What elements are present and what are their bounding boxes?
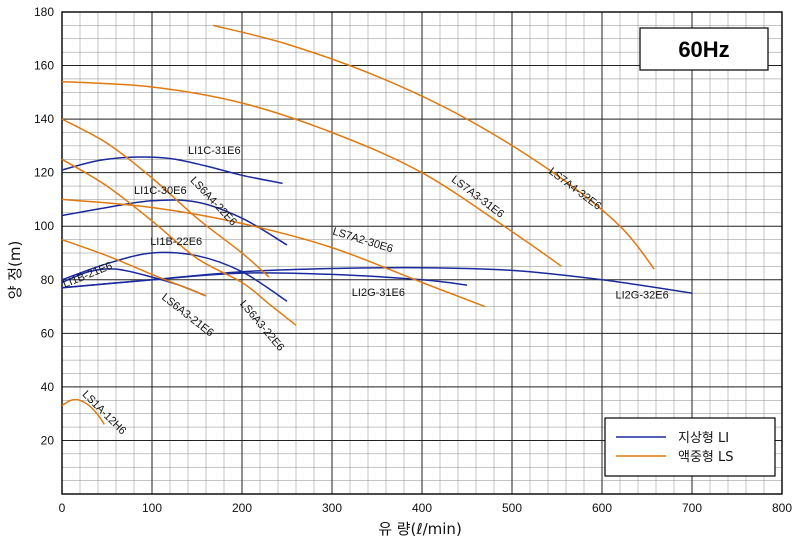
y-tick-label: 140 [34, 112, 54, 126]
x-tick-label: 400 [412, 501, 432, 515]
x-tick-label: 100 [142, 501, 162, 515]
curves [61, 24, 693, 425]
curve-ls6a3-21e6 [61, 238, 207, 297]
y-axis-title: 양 정(m) [6, 241, 24, 300]
plot-frame [61, 11, 783, 495]
curve-ls1a-12h6 [61, 398, 105, 425]
x-axis-ticks: 0 100 200 300 400 500 600 700 800 [59, 501, 793, 515]
curve-ls7a2-30e6 [61, 198, 486, 308]
x-tick-label: 500 [502, 501, 522, 515]
y-tick-label: 20 [41, 433, 55, 447]
curve-ls6a4-22e6 [61, 118, 270, 278]
curve-label-li1b-22e6: LI1B-22E6 [150, 236, 202, 248]
curve-ls7a4-32e6 [213, 24, 655, 270]
x-tick-label: 0 [59, 501, 66, 515]
x-tick-label: 600 [592, 501, 612, 515]
x-tick-label: 300 [322, 501, 342, 515]
curve-label-li2g-32e6: LI2G-32E6 [616, 290, 669, 302]
legend-label-ls: 액중형 LS [678, 450, 734, 465]
legend-label-li: 지상형 LI [678, 431, 729, 446]
x-tick-label: 800 [772, 501, 792, 515]
curve-label-li2g-31e6: LI2G-31E6 [352, 287, 405, 299]
y-tick-label: 80 [41, 273, 55, 287]
legend: 지상형 LI 액중형 LS [604, 417, 776, 477]
curve-li2g-32e6 [61, 266, 693, 294]
y-tick-label: 40 [41, 380, 55, 394]
frequency-badge: 60Hz [639, 27, 769, 71]
curve-label-li1c-30e6: LI1C-30E6 [134, 185, 187, 197]
curve-label-li1c-31e6: LI1C-31E6 [188, 145, 241, 157]
curve-ls6a3-22e6 [61, 158, 297, 326]
x-axis-title: 유 량(ℓ/min) [378, 520, 462, 538]
curve-label-ls7a3-31e6: LS7A3-31E6 [449, 174, 506, 221]
y-tick-label: 100 [34, 219, 54, 233]
x-tick-label: 200 [232, 501, 252, 515]
curve-li1b-22e6 [61, 251, 288, 302]
curve-label-ls6a3-21e6: LS6A3-21E6 [159, 291, 216, 339]
curve-li1c-31e6 [61, 156, 283, 185]
y-tick-label: 160 [34, 59, 54, 73]
curve-li1c-30e6 [61, 199, 288, 246]
curve-ls7a3-31e6 [61, 80, 562, 268]
y-tick-label: 60 [41, 326, 55, 340]
curve-label-ls1a-12h6: LS1A-12H6 [80, 389, 129, 438]
y-tick-label: 180 [34, 5, 54, 19]
x-tick-label: 700 [682, 501, 702, 515]
y-axis-ticks: 20 40 60 80 100 120 140 160 180 [34, 5, 54, 447]
frequency-label: 60Hz [678, 37, 729, 62]
y-tick-label: 120 [34, 166, 54, 180]
